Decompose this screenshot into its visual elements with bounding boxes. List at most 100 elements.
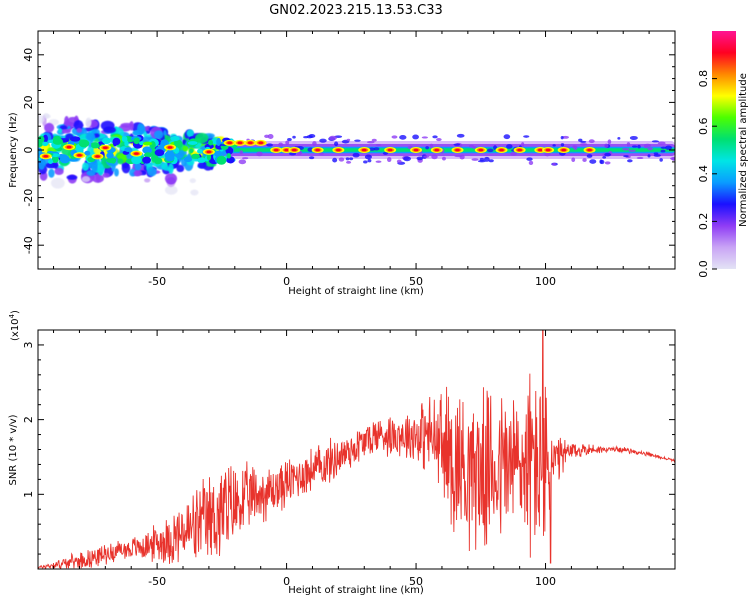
- x-tick-label: 50: [409, 575, 423, 588]
- heatmap-cell: [604, 143, 609, 148]
- heatmap-cell: [38, 135, 45, 143]
- heatmap-peak-core: [517, 148, 523, 152]
- x-tick-label: -50: [148, 275, 166, 288]
- heatmap-cell: [114, 168, 119, 177]
- heatmap-cell: [657, 141, 666, 145]
- heatmap-cell: [266, 143, 273, 147]
- heatmap-cell: [637, 144, 641, 149]
- heatmap-cell: [425, 146, 429, 150]
- heatmap-cell: [106, 152, 114, 159]
- heatmap-cell: [102, 172, 110, 178]
- heatmap-cell: [58, 128, 63, 134]
- heatmap-peak-core: [43, 155, 49, 158]
- heatmap-cell: [345, 157, 350, 161]
- heatmap-peak-core: [273, 148, 279, 152]
- heatmap-cell: [660, 146, 667, 149]
- heatmap-cell: [346, 138, 351, 142]
- heatmap-peak-core: [561, 148, 567, 152]
- heatmap-y-ticks: -40 -20 0 20 40: [22, 30, 675, 270]
- heatmap-cell: [154, 159, 161, 165]
- heatmap-peak-core: [237, 141, 243, 145]
- heatmap-cell: [214, 150, 222, 157]
- heatmap-cell: [81, 176, 91, 183]
- heatmap-cell: [552, 162, 556, 166]
- heatmap-cell: [85, 118, 91, 128]
- heatmap-cell: [561, 135, 569, 139]
- heatmap-cell: [102, 137, 111, 145]
- y-tick-label: -20: [22, 189, 35, 207]
- x-tick-label: 100: [535, 575, 556, 588]
- heatmap-cell: [319, 138, 327, 143]
- heatmap-x-ticks: -50 0 50 100: [53, 31, 676, 288]
- heatmap-cell: [484, 156, 490, 162]
- heatmap-cell: [573, 145, 578, 151]
- y-tick-label: 3: [22, 341, 35, 348]
- heatmap-peak-core: [227, 141, 233, 145]
- heatmap-cell: [375, 160, 382, 163]
- heatmap-cell: [129, 121, 134, 131]
- heatmap-cell: [477, 160, 486, 163]
- colorbar-tick-label: 0.6: [697, 117, 710, 135]
- heatmap-cell: [399, 134, 407, 140]
- heatmap-peak-core: [77, 153, 82, 157]
- heatmap-cell: [403, 156, 411, 162]
- heatmap-cell: [69, 136, 81, 142]
- heatmap-cell: [189, 178, 196, 184]
- heatmap-cell: [526, 157, 533, 161]
- heatmap-cell: [468, 144, 474, 148]
- heatmap-cell: [285, 140, 290, 145]
- heatmap-cell: [38, 142, 43, 147]
- heatmap-cell: [131, 155, 142, 165]
- heatmap-cell: [170, 135, 180, 142]
- heatmap-cell: [528, 160, 534, 166]
- snr-y-multiplier: (x104): [8, 310, 21, 341]
- heatmap-cell: [208, 139, 213, 146]
- heatmap-cell: [416, 156, 424, 161]
- heatmap-cell: [487, 148, 494, 153]
- heatmap-cell: [423, 155, 430, 158]
- heatmap-peak-core: [102, 146, 108, 150]
- heatmap-peak-core: [413, 148, 419, 152]
- heatmap-cell: [173, 139, 181, 147]
- snr-x-ticks: -50 0 50 100: [53, 330, 676, 588]
- heatmap-cell: [651, 140, 660, 143]
- heatmap-peak-core: [284, 148, 289, 152]
- heatmap-cell: [429, 143, 434, 149]
- heatmap-cell: [521, 142, 525, 147]
- heatmap-cell: [226, 158, 233, 164]
- heatmap-cell: [328, 135, 337, 141]
- heatmap-peak-core: [387, 148, 393, 152]
- heatmap-cell: [604, 161, 611, 165]
- heatmap-cell: [216, 137, 221, 147]
- heatmap-peak-core: [499, 148, 504, 152]
- heatmap-cell: [51, 155, 59, 164]
- heatmap-cell: [671, 157, 675, 161]
- heatmap-cell: [346, 160, 352, 164]
- heatmap-cell: [197, 148, 203, 154]
- heatmap-cell: [643, 145, 649, 149]
- colorbar-ticks: 0.0 0.2 0.4 0.6 0.8: [697, 70, 717, 278]
- heatmap-peak-core: [66, 145, 72, 149]
- heatmap-cell: [43, 114, 51, 119]
- heatmap-cell: [112, 139, 118, 147]
- x-tick-label: 50: [409, 275, 423, 288]
- heatmap-cell: [332, 157, 338, 163]
- heatmap-peak-core: [133, 152, 139, 155]
- heatmap-cell: [91, 164, 98, 172]
- heatmap-cell: [318, 152, 324, 155]
- heatmap-cell: [289, 152, 297, 156]
- heatmap-cell: [256, 151, 263, 157]
- heatmap-cell: [364, 154, 372, 160]
- heatmap-cell: [631, 145, 638, 148]
- heatmap-cell: [168, 163, 174, 174]
- heatmap-panel: -50 0 50 100 -40 -20 0 20 40 Height of straight…: [8, 30, 676, 297]
- heatmap-cell: [183, 156, 193, 163]
- heatmap-cell: [47, 159, 54, 164]
- heatmap-cell: [287, 138, 292, 142]
- heatmap-cell: [628, 149, 636, 152]
- snr-series-line: [38, 330, 675, 569]
- heatmap-cell: [338, 157, 345, 162]
- heatmap-cell: [197, 161, 208, 169]
